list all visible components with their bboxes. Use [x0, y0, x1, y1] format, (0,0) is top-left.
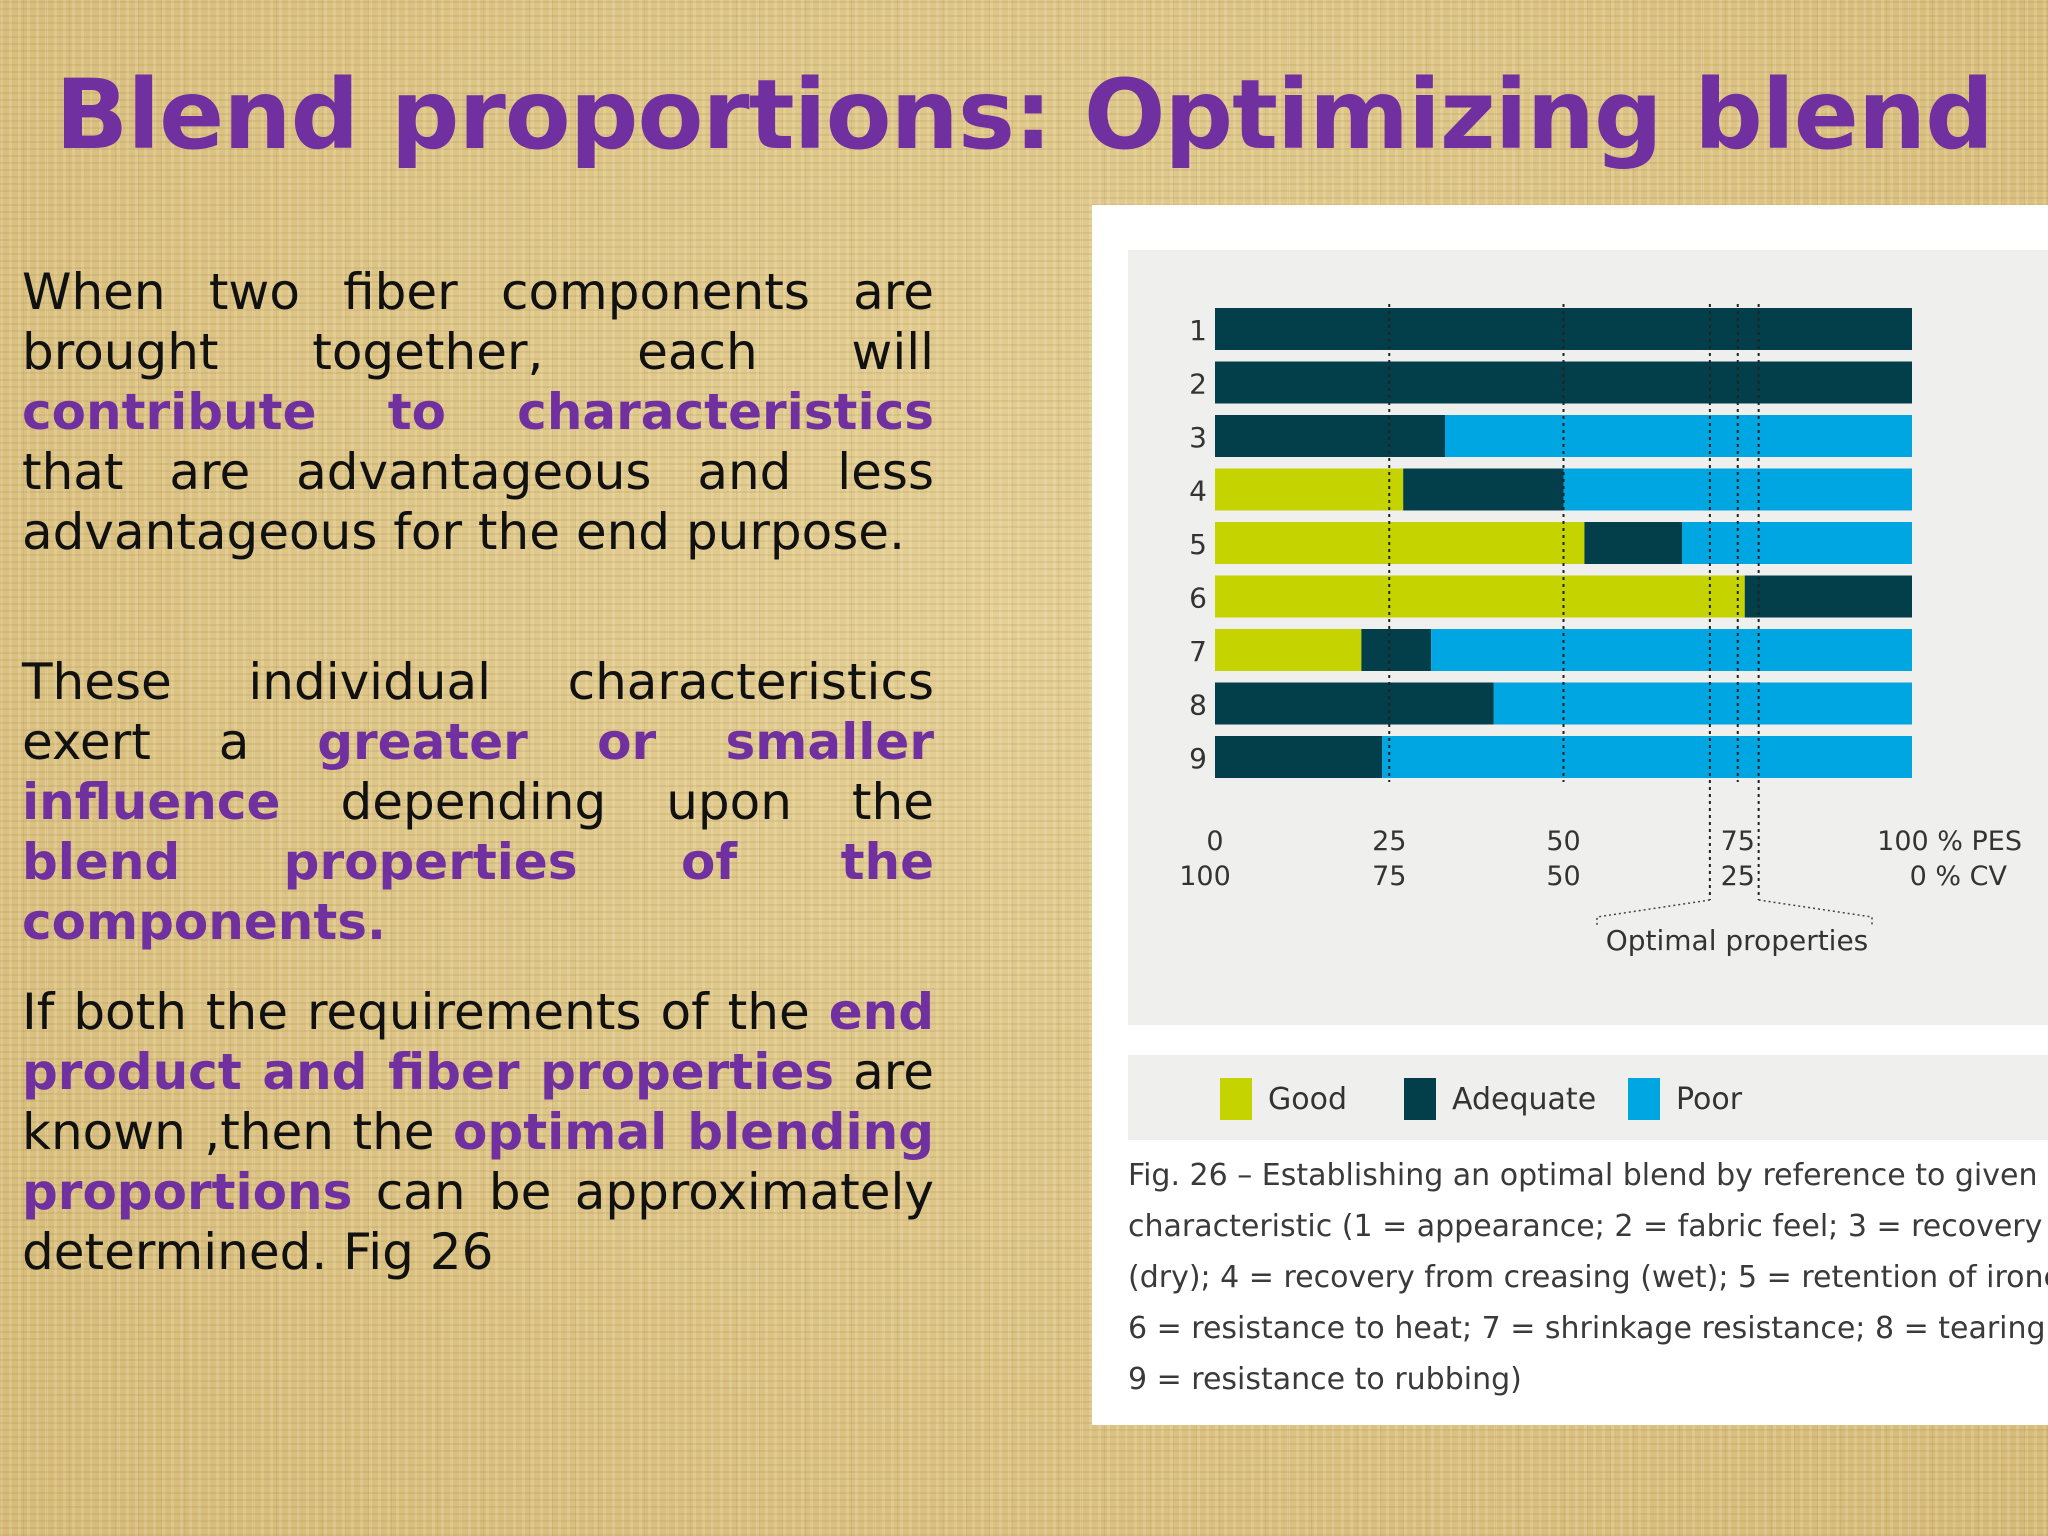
- bar-segment-good: [1215, 522, 1585, 564]
- blend-chart: 1 2 3 4 5 6 7 8 9 0 100 25 75 50 50 75 25 100 % PES 0 % CV…: [1179, 304, 2022, 957]
- category-label: 1: [1189, 314, 1207, 347]
- x-tick-label-pes: 25: [1372, 826, 1406, 857]
- bar-segment-adequate: [1744, 575, 1912, 618]
- paragraph-text: are known ,then the: [22, 1043, 934, 1161]
- caption-line: 9 = resistance to rubbing): [1128, 1362, 1522, 1397]
- category-label: 6: [1189, 582, 1207, 615]
- paragraph-text: When two fiber components are brought to…: [22, 263, 934, 381]
- x-tick-label-cv: 0 % CV: [1910, 861, 2008, 892]
- category-label: 4: [1189, 475, 1207, 508]
- bar-segment-good: [1215, 575, 1745, 618]
- bar-segment-adequate: [1403, 468, 1564, 511]
- bar-segment-adequate: [1215, 308, 1912, 350]
- x-tick-label-cv: 50: [1546, 861, 1580, 892]
- legend-label-adequate: Adequate: [1452, 1081, 1597, 1117]
- caption-line: 6 = resistance to heat; 7 = shrinkage re…: [1128, 1311, 2048, 1346]
- paragraph-text: can be approximately determined. Fig 26: [22, 1163, 934, 1281]
- legend-item-poor: Poor: [1628, 1077, 1742, 1121]
- bar-segment-poor: [1493, 682, 1912, 725]
- bar-segment-adequate: [1584, 522, 1682, 564]
- legend-item-adequate: Adequate: [1404, 1077, 1596, 1121]
- x-tick-label-cv: 75: [1372, 861, 1406, 892]
- x-tick-label-pes: 0: [1206, 826, 1223, 857]
- category-label: 8: [1189, 689, 1207, 722]
- legend-swatch-poor: [1628, 1078, 1660, 1120]
- optimal-properties-label: Optimal properties: [1606, 924, 1869, 957]
- legend-label-good: Good: [1268, 1081, 1347, 1117]
- legend-item-good: Good: [1220, 1077, 1347, 1121]
- optimal-bracket-right: [1758, 899, 1873, 925]
- bar-segment-good: [1215, 468, 1404, 511]
- bar-segment-poor: [1681, 522, 1912, 564]
- paragraph-text: that are advantageous and less advantage…: [22, 443, 934, 561]
- slide-title: Blend proportions: Optimizing blend: [55, 59, 1994, 171]
- category-label: 7: [1189, 635, 1207, 668]
- bar-segment-poor: [1382, 736, 1912, 778]
- figure-caption: Fig. 26 – Establishing an optimal blend …: [1128, 1150, 2048, 1405]
- x-tick-label-cv: 25: [1721, 861, 1755, 892]
- bar-segment-adequate: [1215, 682, 1494, 725]
- caption-line: (dry); 4 = recovery from creasing (wet);…: [1128, 1260, 2048, 1295]
- bar-segment-poor: [1563, 468, 1912, 511]
- paragraph-text: These individual characteristics exert a: [22, 653, 934, 771]
- legend-label-poor: Poor: [1676, 1081, 1743, 1117]
- highlight-text: greater or smaller influence: [22, 713, 934, 831]
- x-tick-label-cv: 100: [1179, 861, 1231, 892]
- optimal-bracket-left: [1596, 899, 1710, 925]
- category-label: 2: [1189, 368, 1207, 401]
- category-label: 5: [1189, 528, 1207, 561]
- bar-segment-poor: [1445, 415, 1912, 457]
- bar-segment-adequate: [1361, 629, 1432, 671]
- x-tick-label-pes: 50: [1546, 826, 1580, 857]
- highlight-text: contribute to characteristics: [22, 383, 934, 441]
- bar-segment-adequate: [1215, 415, 1446, 457]
- paragraph-optimal: If both the requirements of the end prod…: [22, 982, 934, 1282]
- x-tick-label-pes: 100 % PES: [1877, 826, 2022, 857]
- bar-segment-poor: [1431, 629, 1912, 671]
- paragraph-contribute: When two fiber components are brought to…: [22, 262, 934, 562]
- paragraph-text: depending upon the: [280, 773, 934, 831]
- legend-swatch-adequate: [1404, 1078, 1436, 1120]
- figure-panel: 1 2 3 4 5 6 7 8 9 0 100 25 75 50 50 75 25 100 % PES 0 % CV…: [1092, 205, 2048, 1425]
- highlight-text: optimal blending proportions: [22, 1103, 934, 1221]
- x-tick-label-pes: 75: [1721, 826, 1755, 857]
- category-label: 9: [1189, 742, 1207, 775]
- paragraph-text: If both the requirements of the: [22, 983, 829, 1041]
- legend-swatch-good: [1220, 1078, 1252, 1120]
- paragraph-influence: These individual characteristics exert a…: [22, 652, 934, 952]
- bar-segment-good: [1215, 629, 1362, 671]
- highlight-text: blend properties of the components.: [22, 833, 934, 951]
- category-label: 3: [1189, 421, 1207, 454]
- caption-line: Fig. 26 – Establishing an optimal blend …: [1128, 1158, 2048, 1193]
- highlight-text: end product and fiber properties: [22, 983, 934, 1101]
- bar-segment-adequate: [1215, 736, 1383, 778]
- caption-line: characteristic (1 = appearance; 2 = fabr…: [1128, 1209, 2048, 1244]
- legend: Good Adequate Poor: [1128, 1055, 2048, 1140]
